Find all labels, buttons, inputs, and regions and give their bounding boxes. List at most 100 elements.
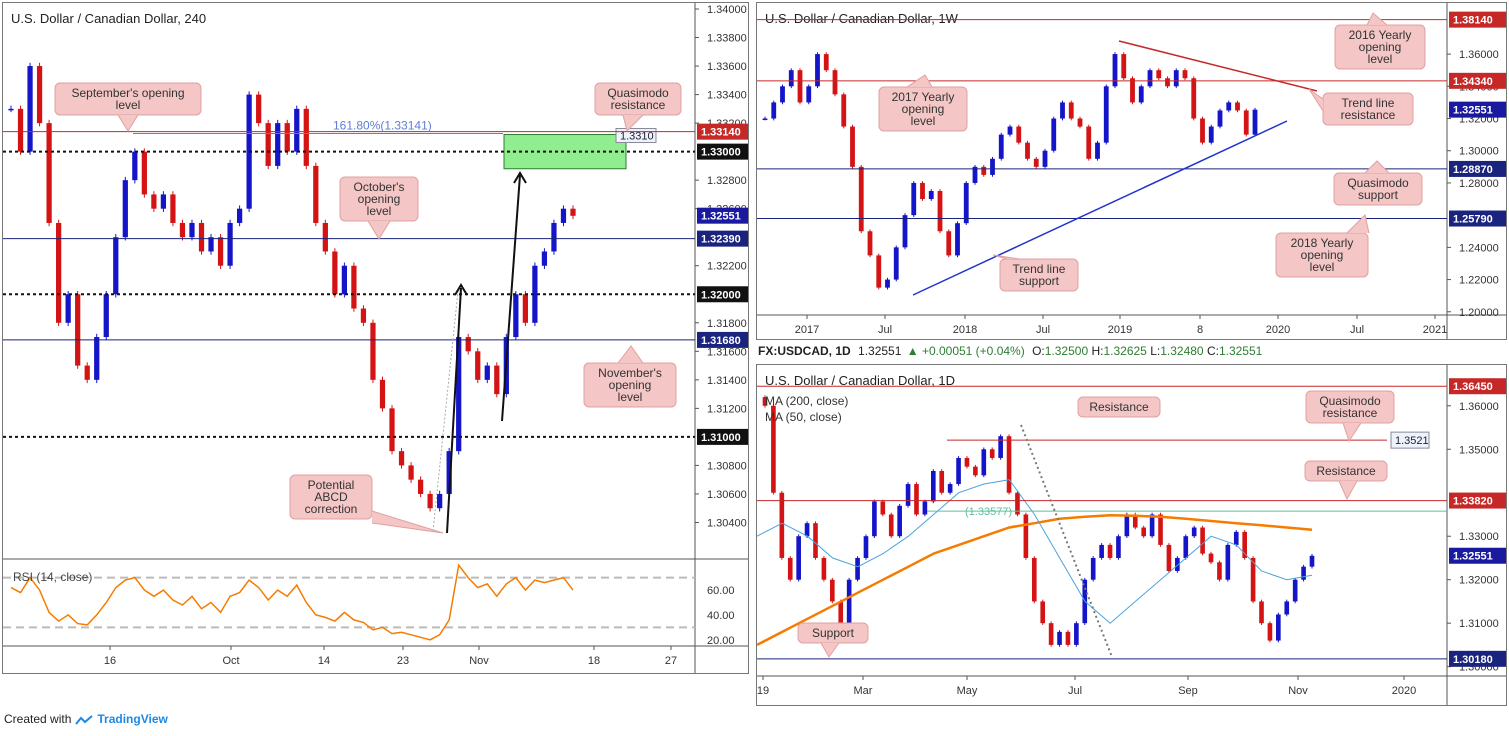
candle-body [1132, 514, 1138, 528]
note-november-opening-tail [617, 345, 644, 364]
note-trend-resistance-line: resistance [1341, 108, 1396, 122]
note-october-opening-tail [367, 220, 391, 240]
y-tick-label: 1.33000 [1459, 531, 1499, 543]
note-2016-yearly-line: 2016 Yearly [1349, 28, 1412, 42]
footer: Created with TradingView [4, 712, 168, 726]
candle-body [1182, 70, 1188, 79]
note-october-opening-line: level [367, 204, 392, 218]
note-2018-yearly-box [1275, 232, 1369, 278]
candle-body [779, 492, 785, 558]
candle-body [821, 557, 827, 580]
chart-panel-240[interactable]: 1.340001.338001.336001.334001.332001.328… [2, 2, 749, 674]
trend-line-support [912, 120, 1288, 296]
candle-body [1301, 566, 1306, 580]
candle-body [446, 451, 452, 494]
candle-body [1023, 514, 1029, 558]
note-2017-yearly-line: level [911, 114, 936, 128]
note-2016-yearly-line: level [1368, 52, 1393, 66]
candle-body [1149, 514, 1155, 537]
candle-body [236, 208, 243, 223]
candle-body [179, 222, 186, 238]
note-october-opening-line: opening [358, 192, 401, 206]
x-tick-label: 2019 [1108, 324, 1132, 336]
candle-body [1175, 557, 1180, 571]
level-tag-label: 1.3521 [1395, 435, 1429, 447]
note-november-opening-line: November's [598, 366, 662, 380]
chart-1d[interactable]: 1.360001.350001.330001.320001.310001.300… [757, 365, 1506, 705]
candle-body [465, 337, 471, 352]
level-label-red-bg [1449, 492, 1506, 509]
y-tick-label: 1.30400 [707, 517, 747, 529]
chart-panel-1d[interactable]: 1.36000 1.35000 1.33000 1.32000 1.31000 1.300… [756, 364, 1507, 706]
candle-body [84, 365, 90, 380]
candle-body [227, 222, 233, 266]
rsi-tick-label: 20.00 [707, 635, 735, 647]
candle-body [998, 134, 1004, 159]
candle-body [930, 471, 936, 502]
note-quasimodo-resistance-d-tail [1342, 422, 1362, 443]
candle-body [762, 118, 768, 121]
note-2018-yearly-tail [1346, 214, 1370, 234]
rsi-tick-label: 40.00 [707, 610, 735, 622]
chart-240[interactable]: 1.340001.338001.336001.334001.332001.328… [3, 3, 748, 673]
candle-body [265, 123, 271, 166]
candle-body [284, 123, 290, 152]
candle-body [294, 108, 300, 152]
level-label-red: 1.33140 [701, 127, 741, 139]
note-september-opening-line: September's opening [71, 86, 184, 100]
candle-body [75, 294, 81, 366]
note-quasimodo-resistance-d-line: resistance [1323, 406, 1378, 420]
candle-body [1284, 601, 1290, 615]
candle-body [804, 523, 810, 537]
y-tick-label: 1.33600 [707, 61, 747, 73]
chart-panel-1w[interactable]: 1.360001.340001.320001.300001.280001.240… [756, 2, 1507, 340]
rsi-line [10, 563, 574, 641]
candle-body [841, 94, 847, 127]
candle-body [762, 397, 768, 406]
note-resistance-top: Resistance [1077, 396, 1161, 418]
y-tick-label: 1.30600 [707, 489, 747, 501]
x-tick-label: Mar [854, 685, 873, 697]
y-tick-label: 1.24000 [1459, 242, 1499, 254]
low-value: 1.32480 [1160, 344, 1204, 358]
level-label-red-bg [697, 123, 748, 140]
x-tick-label: Sep [1178, 685, 1198, 697]
candle-body [922, 501, 928, 515]
candle-body [946, 231, 952, 256]
chart-1w[interactable]: 1.360001.340001.320001.300001.280001.240… [757, 3, 1506, 339]
y-tick-label: 1.30800 [707, 460, 747, 472]
candle-body [813, 523, 818, 558]
y-tick-label: 1.36000 [1459, 49, 1499, 61]
candle-body [937, 190, 943, 232]
x-tick-label: 27 [665, 655, 677, 667]
note-2017-yearly-tail [906, 74, 933, 88]
x-tick-label: 23 [397, 655, 409, 667]
candle-body [893, 247, 899, 280]
candle-body [780, 86, 785, 103]
close-label: C: [1206, 344, 1219, 358]
candle-body [1235, 102, 1240, 111]
candle-body [872, 501, 877, 537]
x-tick-label: 2017 [795, 324, 819, 336]
candle-body [532, 265, 538, 323]
y-tick-label: 1.31000 [1459, 618, 1499, 630]
level-label-blue-bg [1449, 160, 1506, 177]
candle-body [806, 86, 812, 103]
candle-body [1099, 544, 1104, 558]
x-tick-label: 2021 [1423, 324, 1447, 336]
candle-body [198, 222, 205, 252]
note-quasimodo-support-tail [1364, 160, 1390, 174]
x-tick-label: 14 [318, 655, 330, 667]
candle-body [823, 54, 829, 71]
fib-extension-label: 161.80%(1.33141) [333, 119, 432, 133]
candle-body [990, 158, 995, 175]
x-tick-label: 16 [104, 655, 116, 667]
tradingview-brand-link[interactable]: TradingView [97, 712, 168, 726]
note-september-opening-tail [117, 114, 139, 132]
note-trend-support-box [999, 258, 1079, 292]
x-tick-label: Jul [878, 324, 892, 336]
level-label-blue-bg [1449, 650, 1506, 667]
